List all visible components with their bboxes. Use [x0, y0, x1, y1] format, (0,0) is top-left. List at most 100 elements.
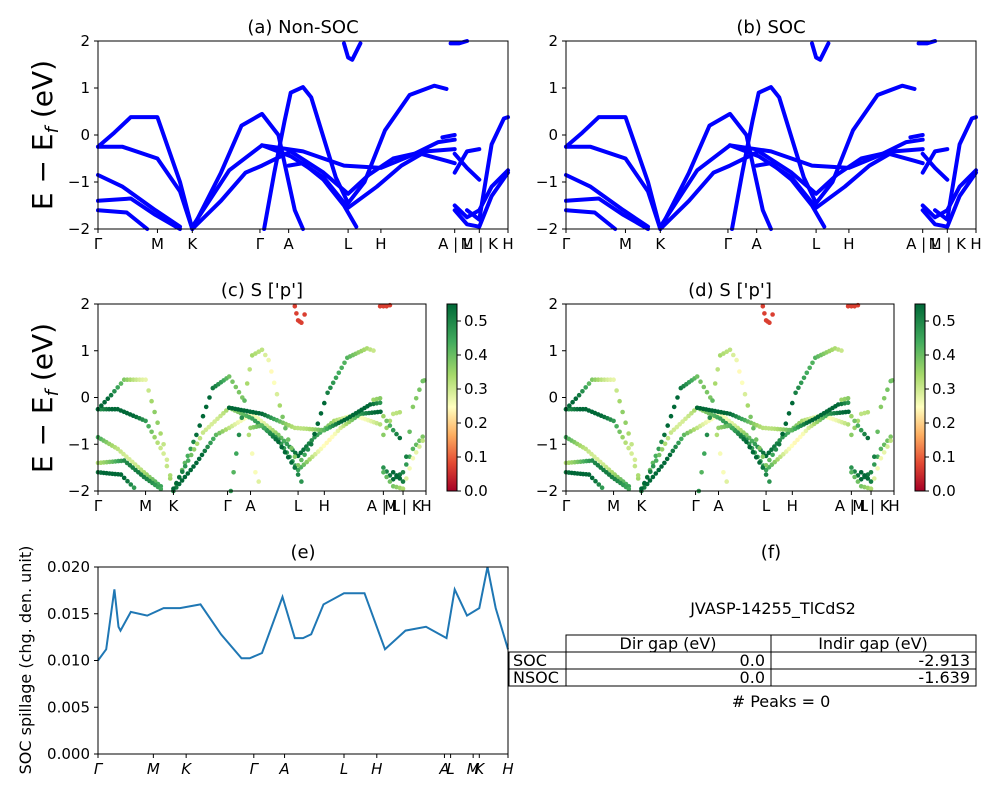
projection-point — [665, 423, 670, 428]
projection-point — [182, 463, 188, 469]
projection-point — [858, 470, 864, 475]
projection-point — [155, 420, 160, 426]
projection-point — [253, 470, 258, 475]
projection-point — [676, 440, 681, 446]
projection-point — [289, 445, 294, 451]
projection-point — [645, 475, 650, 480]
projection-point — [845, 400, 851, 406]
projection-point — [203, 427, 209, 433]
projection-point — [763, 467, 769, 473]
projection-point — [846, 409, 851, 415]
projection-point — [387, 418, 393, 424]
projection-point — [855, 423, 861, 428]
y-tick-label: 0 — [548, 126, 558, 144]
projection-point — [394, 473, 399, 478]
projection-point — [849, 432, 854, 438]
projection-point — [798, 434, 803, 440]
projection-point — [777, 438, 782, 443]
projection-point — [404, 462, 409, 467]
projection-point — [611, 418, 616, 424]
projection-point — [845, 304, 851, 309]
x-tick-label: L — [446, 760, 454, 778]
projection-point — [671, 404, 677, 410]
projection-point — [656, 452, 662, 458]
x-tick-label: K — [181, 760, 192, 778]
panel-d-points — [563, 302, 895, 494]
projection-point — [410, 404, 416, 410]
projection-point — [617, 429, 622, 435]
colorbar-tick-label: 0.5 — [464, 312, 488, 330]
x-tick-label: L — [762, 497, 771, 515]
projection-point — [586, 472, 592, 477]
projection-point — [333, 375, 339, 381]
band-line — [564, 144, 663, 231]
projection-point — [801, 375, 807, 381]
y-tick-label: 2 — [548, 295, 558, 313]
projection-point — [617, 398, 622, 404]
projection-point — [161, 451, 166, 456]
projection-point — [244, 381, 250, 386]
panel-a-bands — [96, 39, 510, 231]
projection-point — [698, 379, 703, 385]
projection-point — [318, 411, 324, 416]
projection-point — [763, 472, 769, 477]
projection-point — [149, 429, 154, 435]
projection-point — [796, 385, 801, 391]
projection-point — [576, 392, 582, 398]
y-tick-label: 0 — [548, 389, 558, 407]
projection-point — [420, 434, 426, 440]
projection-point — [332, 431, 338, 437]
projection-point — [632, 457, 638, 463]
projection-point — [626, 431, 631, 436]
y-label-sub: f — [42, 124, 63, 133]
y-tick-label: 1 — [548, 79, 558, 97]
projection-point — [642, 480, 647, 486]
x-tick-label: A — [438, 760, 449, 778]
projection-point — [207, 395, 212, 400]
y-label-main: E − E — [26, 133, 59, 210]
table-row-nsoc — [508, 668, 977, 687]
projection-point — [279, 444, 285, 450]
projection-point — [662, 441, 668, 447]
projection-point — [387, 423, 393, 428]
projection-point — [790, 400, 795, 406]
projection-point — [324, 440, 330, 446]
y-tick-label: −2 — [68, 482, 90, 500]
colorbar-tick-label: 0.1 — [464, 448, 488, 466]
projection-point — [390, 477, 396, 482]
projection-point — [128, 482, 134, 487]
projection-point — [692, 408, 697, 413]
projection-point — [315, 421, 321, 427]
projection-point — [420, 438, 426, 444]
x-tick-label: Γ — [94, 235, 103, 253]
projection-point — [155, 440, 160, 446]
projection-point — [299, 457, 304, 463]
projection-point — [677, 422, 682, 427]
projection-point — [810, 360, 815, 366]
projection-point — [188, 467, 193, 473]
projection-point — [146, 424, 151, 429]
row-nsoc-dir: 0.0 — [740, 668, 765, 687]
projection-point — [295, 467, 301, 473]
projection-point — [881, 396, 887, 401]
projection-point — [865, 435, 871, 441]
projection-point — [191, 439, 196, 445]
y-label-main: E − E — [26, 396, 59, 473]
projection-point — [767, 457, 772, 463]
band-line — [908, 133, 925, 140]
projection-point — [614, 388, 619, 393]
projection-point — [292, 465, 298, 470]
colorbar-tick-label: 0.2 — [464, 414, 488, 432]
band-line — [452, 151, 482, 182]
band-line — [452, 147, 482, 175]
projection-point — [862, 473, 867, 478]
projection-point — [763, 463, 769, 468]
projection-point — [668, 430, 674, 435]
projection-point — [127, 457, 132, 462]
projection-point — [400, 470, 406, 475]
projection-point — [259, 347, 265, 353]
projection-point — [242, 398, 247, 403]
projection-point — [143, 418, 148, 424]
